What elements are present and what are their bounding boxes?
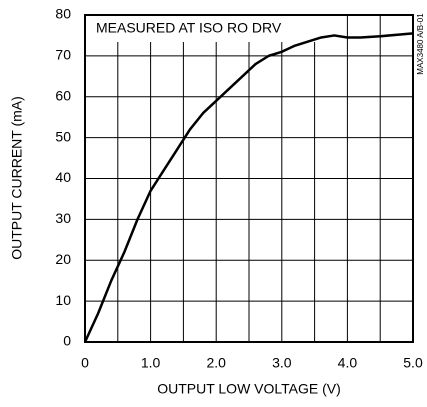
y-tick-label: 30 [55, 210, 71, 226]
y-tick-label: 20 [55, 251, 71, 267]
figure-id: MAX3480 A/B-01 [416, 13, 425, 75]
x-tick-label: 3.0 [272, 355, 292, 371]
y-axis-label: OUTPUT CURRENT (mA) [9, 96, 25, 260]
plot-border [84, 14, 414, 343]
grid [84, 14, 414, 343]
curve [83, 32, 414, 343]
annotation: MEASURED AT ISO RO DRV [96, 20, 282, 36]
y-tick-label: 80 [55, 6, 71, 22]
x-tick-label: 2.0 [206, 355, 226, 371]
y-tick-label: 60 [55, 87, 71, 103]
y-tick-label: 40 [55, 169, 71, 185]
y-tick-label: 0 [63, 333, 71, 349]
x-tick-label: 5.0 [403, 355, 423, 371]
x-tick-label: 0 [81, 355, 89, 371]
x-tick-label: 1.0 [141, 355, 161, 371]
y-tick-label: 50 [55, 128, 71, 144]
x-axis-label: OUTPUT LOW VOLTAGE (V) [157, 381, 341, 397]
y-tick-label: 70 [55, 47, 71, 63]
annotation-box [86, 16, 330, 42]
y-tick-label: 10 [55, 292, 71, 308]
x-tick-label: 4.0 [338, 355, 358, 371]
